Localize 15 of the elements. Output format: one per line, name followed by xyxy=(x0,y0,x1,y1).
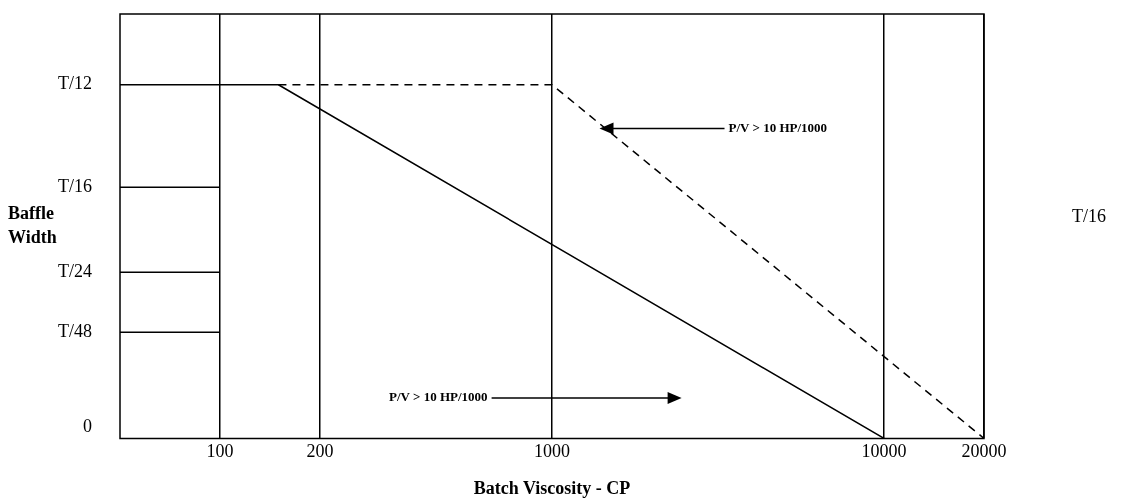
text: T/16 xyxy=(1072,206,1106,227)
y-axis-title: Baffle Width xyxy=(8,202,57,247)
x-tick-label: 200 xyxy=(306,440,334,461)
text: 0 xyxy=(83,416,92,437)
x-tick-label: 10000 xyxy=(861,440,907,461)
x-tick-label: 20000 xyxy=(961,440,1007,461)
x-axis-title: Batch Viscosity - CP xyxy=(473,477,631,498)
x-tick-label: 100 xyxy=(206,440,234,461)
annotation: P/V > 10 HP/1000 xyxy=(389,389,488,405)
text: T/16 xyxy=(58,176,92,197)
annotation: P/V > 10 HP/1000 xyxy=(728,119,828,135)
x-tick-label: 1000 xyxy=(534,440,570,461)
text: T/12 xyxy=(58,73,92,94)
text: T/48 xyxy=(58,321,92,342)
text: T/24 xyxy=(58,260,92,281)
